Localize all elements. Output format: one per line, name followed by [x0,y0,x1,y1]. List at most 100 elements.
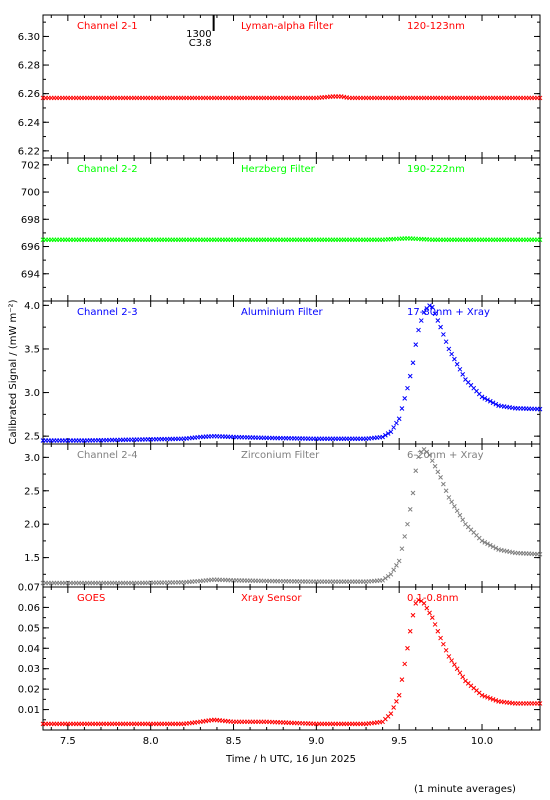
data-point [380,434,385,440]
panel-filter-label: Aluminium Filter [241,307,324,318]
x-tick-label: 9.0 [308,736,324,747]
data-point [441,332,446,337]
data-point [385,573,391,579]
data-point [454,508,460,514]
data-point [479,692,485,698]
data-point [407,628,413,634]
data-point [405,385,410,391]
data-point [438,635,443,641]
data-point [388,711,394,717]
data-point [449,499,454,505]
data-series [40,94,543,101]
data-point [383,575,388,581]
data-point [394,699,399,704]
data-point [410,490,416,496]
data-point [391,705,397,710]
data-point [493,401,499,407]
data-point [449,351,454,357]
event-time-label: 1300 [186,29,211,40]
panel-channel-label: Channel 2-1 [77,21,138,32]
panel-filter-label: Herzberg Filter [241,164,316,175]
panel-3: 2.5 3.0 3.5 4.0 Channel 2-3 Aluminium Filter 1… [24,300,543,445]
data-point [421,600,427,606]
y-tick-label: 698 [21,215,40,226]
panel-channel-label: GOES [77,593,105,604]
y-tick-label: 0.01 [18,705,40,716]
panel-frame [42,586,541,731]
y-tick-label: 6.24 [18,118,40,129]
data-point [482,396,488,401]
y-tick-label: 0.05 [18,623,40,634]
data-point [391,567,397,573]
data-point [410,612,416,618]
y-tick-label: 3.0 [24,453,40,464]
y-tick-label: 694 [21,269,40,280]
y-tick-label: 2.5 [24,432,40,443]
data-point [407,506,413,512]
data-point [485,541,490,547]
data-point [421,309,427,315]
data-point [454,361,460,367]
panel-2: 694 696 698 700 702 Channel 2-2 Herzberg Filte… [21,157,543,302]
panel-filter-label: Xray Sensor [241,593,302,604]
y-tick-label: 0.04 [18,644,40,655]
data-point [429,458,435,464]
data-point [438,324,443,330]
panel-channel-label: Channel 2-2 [77,164,138,175]
averaging-note: (1 minute averages) [414,784,516,795]
panel-frame [42,443,541,588]
panel-4: 1.5 2.0 2.5 3.0 Channel 2-4 Zirconium Filter 6… [24,443,543,588]
y-tick-label: 0.02 [18,685,40,696]
y-tick-label: 2.0 [24,520,40,531]
data-point [487,398,493,404]
data-point [427,303,432,309]
y-tick-label: 3.0 [24,388,40,399]
data-point [435,628,441,634]
data-point [537,551,543,557]
data-point [416,327,421,333]
data-point [485,397,490,403]
chart-panels: 6.22 6.24 6.26 6.28 6.30 Channel 2-1 Lyman-alp… [18,14,543,731]
panel-1: 6.22 6.24 6.26 6.28 6.30 Channel 2-1 Lyman-alp… [18,14,543,159]
data-point [410,360,416,366]
x-tick-label: 7.5 [60,736,76,747]
data-point [490,544,496,550]
data-point [452,662,457,667]
data-point [413,342,419,347]
y-tick-label: 0.03 [18,664,40,675]
data-point [396,692,402,698]
x-axis: 7.5 8.0 8.5 9.0 9.5 10.0 [60,736,493,747]
y-tick-label: 3.5 [24,344,40,355]
data-point [487,695,493,701]
x-tick-label: 9.5 [391,736,407,747]
data-point [405,521,410,527]
data-point [435,318,441,323]
data-point [537,237,543,243]
data-point [385,431,391,436]
data-series [40,235,543,243]
data-point [460,674,466,680]
data-point [432,622,438,627]
data-point [452,356,457,362]
data-point [391,425,397,430]
panel-channel-label: Channel 2-3 [77,307,138,318]
data-point [537,95,543,101]
data-point [413,468,419,474]
data-point [394,420,399,426]
y-tick-label: 2.5 [24,486,40,497]
data-point [493,545,499,551]
data-point [443,488,449,494]
y-tick-label: 6.28 [18,61,40,72]
y-tick-label: 696 [21,242,40,253]
data-point [457,366,463,372]
panel-channel-label: Channel 2-4 [77,450,138,461]
y-tick-label: 6.26 [18,89,40,100]
data-point [446,495,452,500]
data-point [427,610,432,616]
y-tick-label: 700 [21,188,40,199]
data-point [402,396,408,401]
data-point [460,517,466,523]
y-tick-label: 0.06 [18,603,40,614]
panel-5: 0.01 0.02 0.03 0.04 0.05 0.06 0.07 GOES Xray Sen… [18,583,543,731]
